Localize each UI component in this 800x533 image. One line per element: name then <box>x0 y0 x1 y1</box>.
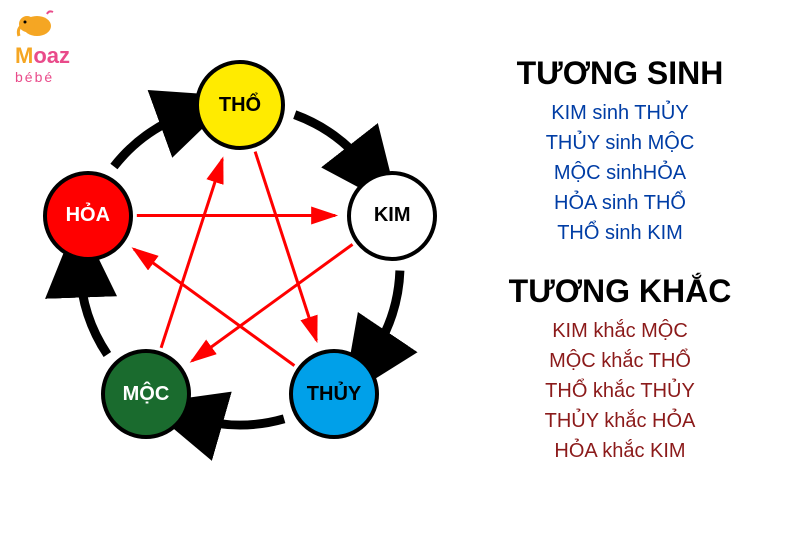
rule-line: KIM sinh THỦY <box>480 98 760 128</box>
rule-line: HỎA khắc KIM <box>480 436 760 466</box>
outer-arc <box>80 271 107 355</box>
section-title-khac: TƯƠNG KHẮC <box>480 273 760 310</box>
rule-line: THỔ sinh KIM <box>480 218 760 248</box>
inner-edge <box>255 152 316 341</box>
element-node-hoa: HỎA <box>43 171 133 261</box>
rule-line: THỔ khắc THỦY <box>480 376 760 406</box>
rule-line: THỦY khắc HỎA <box>480 406 760 436</box>
rule-line: THỦY sinh MỘC <box>480 128 760 158</box>
five-elements-diagram: THỔ KIM THỦY MỘC HỎA <box>30 45 450 465</box>
overcoming-cycle <box>134 152 353 366</box>
outer-arc <box>114 115 185 167</box>
element-node-kim: KIM <box>347 171 437 261</box>
elephant-icon <box>15 10 57 38</box>
section-title-sinh: TƯƠNG SINH <box>480 55 760 92</box>
rule-line: KIM khắc MỘC <box>480 316 760 346</box>
rules-panel: TƯƠNG SINH KIM sinh THỦYTHỦY sinh MỘCMỘC… <box>480 55 760 466</box>
sinh-rules-list: KIM sinh THỦYTHỦY sinh MỘCMỘC sinhHỎAHỎA… <box>480 98 760 248</box>
rule-line: MỘC khắc THỔ <box>480 346 760 376</box>
outer-arc <box>196 419 284 425</box>
inner-edge <box>161 159 222 348</box>
rule-line: MỘC sinhHỎA <box>480 158 760 188</box>
khac-rules-list: KIM khắc MỘCMỘC khắc THỔTHỔ khắc THỦYTHỦ… <box>480 316 760 466</box>
element-node-moc: MỘC <box>101 349 191 439</box>
element-node-thuy: THỦY <box>289 349 379 439</box>
element-node-tho: THỔ <box>195 60 285 150</box>
rule-line: HỎA sinh THỔ <box>480 188 760 218</box>
outer-arc <box>295 115 366 167</box>
inner-edge <box>192 244 352 361</box>
outer-arc <box>373 271 400 355</box>
inner-edge <box>134 249 294 366</box>
